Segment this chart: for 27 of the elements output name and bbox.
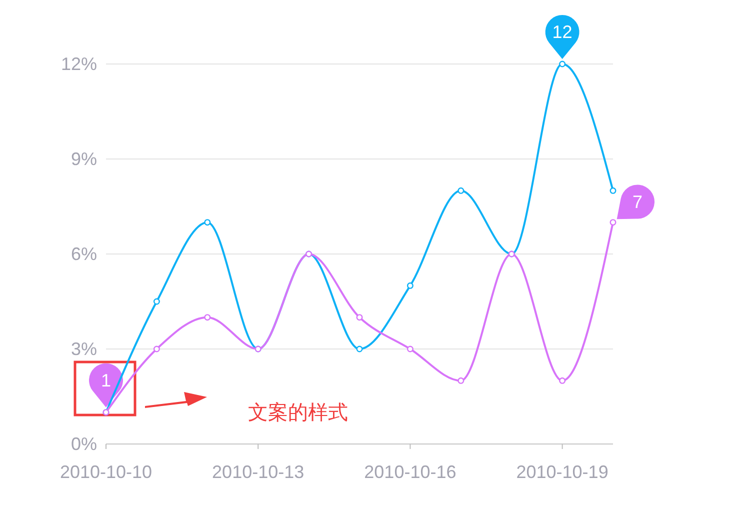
annotation: 文案的样式: [248, 401, 348, 424]
x-tick-label: 2010-10-13: [212, 462, 304, 482]
point: [356, 314, 363, 321]
point: [559, 60, 566, 68]
y-tick-label: 9%: [70, 149, 97, 169]
y-tick-label: 3%: [70, 339, 97, 359]
point: [458, 377, 464, 384]
x-tick-label: 2010-10-16: [364, 462, 456, 482]
point: [204, 314, 211, 321]
x-tick-label: 2010-10-10: [60, 462, 152, 482]
point: [153, 298, 160, 305]
point: [458, 187, 464, 194]
y-tick-label: 12%: [60, 54, 97, 74]
y-tick-label: 0%: [70, 434, 97, 454]
data-label: 12: [552, 22, 572, 42]
x-tick-label: 2010-10-19: [516, 462, 608, 482]
point: [153, 346, 160, 352]
data-label: 7: [632, 192, 643, 212]
point: [406, 346, 414, 352]
point: [610, 219, 616, 226]
point: [406, 282, 414, 289]
data-label: 1: [100, 370, 112, 390]
point: [559, 377, 566, 384]
point: [610, 187, 616, 194]
point: [204, 219, 211, 226]
y-tick-label: 6%: [70, 244, 97, 264]
point: [356, 346, 363, 352]
